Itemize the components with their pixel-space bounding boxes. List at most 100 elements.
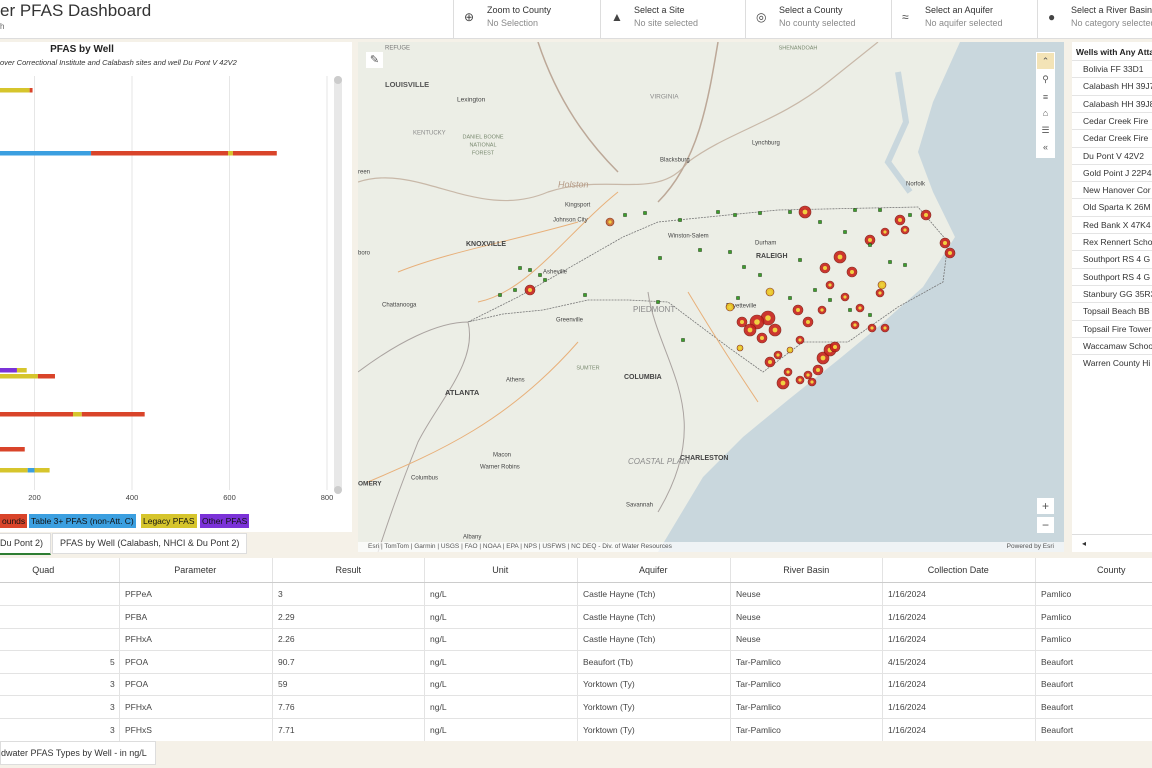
chart-panel: PFAS by Well over Correctional Institute… <box>0 42 352 532</box>
column-header[interactable]: Unit <box>492 565 509 575</box>
column-header[interactable]: Quad <box>32 565 55 575</box>
table-cell: PFOA <box>125 679 149 690</box>
site-marker-small <box>716 210 720 214</box>
column-header[interactable]: Aquifer <box>639 565 668 575</box>
table-cell: Pamlico <box>1041 611 1072 622</box>
list-item[interactable]: Cedar Creek Fire <box>1083 115 1149 126</box>
chart-subtitle: over Correctional Institute and Calabash… <box>0 58 238 67</box>
map-label: Kingsport <box>565 203 591 209</box>
home-button[interactable]: ⌂ <box>1037 105 1054 121</box>
table-cell: 1/16/2024 <box>888 679 926 690</box>
row-divider <box>0 650 1152 652</box>
map[interactable]: REFUGE LOUISVILLE Lexington KENTUCKY DANIEL … <box>358 42 1064 552</box>
list-item[interactable]: Calabash HH 39J7 <box>1083 81 1152 92</box>
selector-label[interactable]: Zoom to County <box>487 5 552 15</box>
layers-button[interactable]: ☰ <box>1037 122 1054 138</box>
list-item[interactable]: Stanbury GG 35R3 <box>1083 288 1152 299</box>
map-label: Warner Robins <box>480 465 520 471</box>
list-divider <box>1072 284 1152 286</box>
site-marker-core <box>788 348 792 352</box>
list-item[interactable]: Calabash HH 39J8 <box>1083 98 1152 109</box>
collapse-button[interactable]: ⌃ <box>1037 53 1054 69</box>
list-item[interactable]: Cedar Creek Fire <box>1083 133 1149 144</box>
site-marker-small <box>888 260 892 264</box>
column-header[interactable]: Parameter <box>174 565 217 575</box>
legend-item[interactable]: Table 3+ PFAS (non-Att. C) <box>29 514 136 528</box>
app-title: er PFAS Dashboard <box>0 1 152 20</box>
scroll-handle[interactable] <box>334 76 342 84</box>
list-item[interactable]: Bolivia FF 33D1 <box>1083 64 1144 74</box>
column-header[interactable]: County <box>1097 565 1126 575</box>
attribution-bar <box>358 542 1064 552</box>
list-item[interactable]: Topsail Fire Tower <box>1083 323 1152 334</box>
table-cell: ng/L <box>430 634 447 645</box>
search-button[interactable]: ⚲ <box>1037 71 1054 87</box>
list-scroll[interactable]: ◂ <box>1072 534 1152 552</box>
selector-value: No aquifer selected <box>925 18 1003 28</box>
list-item[interactable]: Red Bank X 47K4 <box>1083 219 1151 230</box>
table-cell: 2.26 <box>278 634 295 645</box>
bay <box>884 71 913 194</box>
list-item[interactable]: Gold Point J 22P4 <box>1083 167 1152 178</box>
site-marker-core <box>828 283 832 287</box>
separator <box>1037 0 1038 38</box>
selector-label[interactable]: Select a River Basin <box>1071 5 1152 15</box>
table-cell: Yorktown (Ty) <box>583 724 635 735</box>
expand-button[interactable]: « <box>1037 139 1054 155</box>
edit-button[interactable]: ✎ <box>366 52 383 68</box>
table-cell: 59 <box>278 679 288 690</box>
scrollbar[interactable] <box>334 76 342 492</box>
list-item[interactable]: Southport RS 4 G <box>1083 254 1151 265</box>
list-item[interactable]: Topsail Beach BB <box>1083 306 1150 317</box>
map-label: NATIONAL <box>469 142 496 148</box>
map-label: DANIEL BOONE <box>462 134 503 140</box>
legend-button[interactable]: ≡ <box>1037 89 1054 105</box>
list-item[interactable]: New Hanover Cor <box>1083 185 1151 196</box>
zoom-out[interactable]: − <box>1037 517 1054 533</box>
list-item[interactable]: Warren County Hi <box>1083 358 1151 369</box>
zoom-in[interactable]: + <box>1037 498 1054 514</box>
tab[interactable]: Du Pont 2) <box>0 533 52 555</box>
list-item[interactable]: Old Sparta K 26M <box>1083 202 1151 213</box>
map-label: COASTAL PLAIN <box>628 457 690 466</box>
data-table: Quad Parameter Result Unit Aquifer River Basi… <box>0 558 1152 741</box>
site-marker-core <box>786 370 790 374</box>
selector-label[interactable]: Select an Aquifer <box>925 5 994 15</box>
table-cell: Beaufort <box>1041 702 1074 712</box>
list-item[interactable]: Southport RS 4 G <box>1083 271 1151 282</box>
selector-value: No site selected <box>634 18 699 28</box>
legend-item[interactable]: ounds <box>0 514 28 528</box>
site-marker-small <box>878 208 882 212</box>
column-header[interactable]: River Basin <box>783 565 830 575</box>
legend-item[interactable]: Legacy PFAS <box>141 514 197 528</box>
ridge <box>537 42 719 203</box>
road <box>367 191 759 483</box>
table-cell: Tar-Pamlico <box>736 702 781 712</box>
list-item[interactable]: Waccamaw Schoo <box>1083 340 1152 351</box>
bar-segment <box>228 151 233 156</box>
bar-segment <box>0 151 92 156</box>
table-cell: PFHxA <box>125 634 152 645</box>
selector-label[interactable]: Select a Site <box>634 5 685 15</box>
table-cell: 3 <box>110 679 115 690</box>
scroll-handle[interactable] <box>334 486 342 494</box>
tab[interactable]: PFAS by Well (Calabash, NHCI & Du Pont 2… <box>52 533 248 554</box>
bar-segment <box>16 368 27 373</box>
table-cell: Castle Hayne (Tch) <box>583 634 656 645</box>
column-header[interactable]: Result <box>335 565 362 575</box>
site-marker-small <box>643 211 647 215</box>
list-item[interactable]: Du Pont V 42V2 <box>1083 150 1144 161</box>
list-divider <box>1072 336 1152 338</box>
column-header[interactable]: Collection Date <box>927 565 989 575</box>
site-marker-core <box>780 380 786 386</box>
selector-label[interactable]: Select a County <box>779 5 843 15</box>
site-marker-small <box>681 338 685 342</box>
column-divider <box>577 558 578 741</box>
footer-tab[interactable]: dwater PFAS Types by Well - in ng/L <box>0 741 156 765</box>
list-item[interactable]: Rex Rennert Schoo <box>1083 237 1152 247</box>
site-marker-core <box>850 270 854 274</box>
selector-value: No category selected <box>1071 18 1152 28</box>
list-divider <box>1072 146 1152 148</box>
site-marker-core <box>853 323 857 327</box>
legend-item[interactable]: Other PFAS <box>200 514 250 528</box>
